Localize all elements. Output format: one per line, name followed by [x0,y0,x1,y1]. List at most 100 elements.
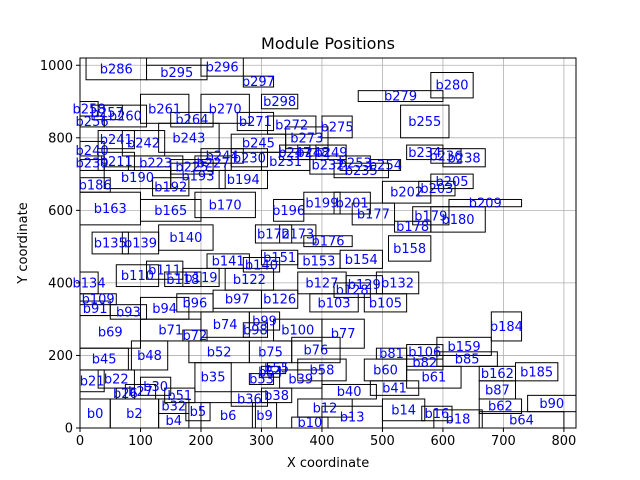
module-label-b51: b51 [167,389,192,404]
module-label-b62: b62 [488,400,513,415]
module-label-b4: b4 [165,414,182,429]
module-label-b82: b82 [412,356,437,371]
module-label-b296: b296 [206,61,239,76]
y-axis-ticks: 0 200 400 600 800 1000 [40,59,80,437]
x-axis-ticks: 0 100 200 300 400 500 600 700 800 [76,428,576,449]
module-label-b256: b256 [76,115,109,130]
module-label-b13: b13 [340,411,365,426]
module-label-b106: b106 [408,345,441,360]
module-label-b205: b205 [435,175,468,190]
module-box-b249 [315,144,347,161]
module-box-b242 [121,130,166,157]
module-label-b140: b140 [245,258,278,273]
module-label-b280: b280 [435,79,468,94]
module-label-b118: b118 [166,273,199,288]
module-box-b297 [242,75,275,88]
module-label-b154: b154 [345,253,378,268]
x-tick-label: 700 [491,434,516,449]
module-box-b32 [158,398,190,414]
module-label-b223: b223 [139,157,172,172]
module-label-b271: b271 [239,115,272,130]
module-label-b184: b184 [490,320,523,335]
module-label-b273: b273 [290,131,323,146]
module-box-b61 [406,365,462,389]
module-label-b75: b75 [258,345,283,360]
module-label-b203: b203 [420,182,453,197]
module-label-b186: b186 [79,178,112,193]
module-label-b38: b38 [264,389,289,404]
module-label-b257: b257 [91,106,124,121]
module-box-b275 [321,115,353,139]
module-label-b109: b109 [82,293,115,308]
module-box-b270 [200,93,250,124]
module-label-b71: b71 [158,324,183,339]
module-label-b93: b93 [116,305,141,320]
module-box-b14 [381,398,426,422]
module-label-b32: b32 [161,400,186,415]
module-label-b122: b122 [233,273,266,288]
module-label-b105: b105 [369,296,402,311]
module-box-b159 [436,336,492,356]
module-box-b279 [357,90,444,103]
module-label-b87: b87 [485,383,510,398]
module-label-b295: b295 [160,66,193,81]
module-box-b106 [406,344,444,360]
module-label-b243: b243 [172,131,205,146]
module-box-b248 [297,144,329,161]
x-tick-label: 800 [551,434,576,449]
module-label-b253: b253 [339,157,372,172]
module-box-b193 [170,162,226,190]
module-label-b91: b91 [83,302,108,317]
module-label-b60: b60 [373,363,398,378]
module-label-b69: b69 [98,325,123,340]
module-label-b286: b286 [100,62,133,77]
module-label-b258: b258 [73,102,106,117]
module-label-b177: b177 [357,207,390,222]
module-box-b271 [236,111,275,132]
module-box-b170 [194,191,256,219]
module-label-b234: b234 [408,146,441,161]
module-label-b35: b35 [201,371,226,386]
y-axis-label: Y coordinate [16,202,31,284]
chart-title: Module Positions [261,34,395,53]
module-label-b98: b98 [243,324,268,339]
module-box-b141 [206,253,250,269]
module-label-b270: b270 [209,102,242,117]
module-label-b58: b58 [310,363,335,378]
module-box-b260 [103,104,148,128]
module-label-b52: b52 [207,345,232,360]
module-label-b261: b261 [148,102,181,117]
module-label-b298: b298 [263,95,296,110]
module-box-b295 [146,64,208,81]
module-box-b51 [164,387,196,404]
module-box-b254 [369,159,402,171]
module-label-b227: b227 [197,157,230,172]
module-label-b103: b103 [318,296,351,311]
module-box-b244 [200,148,244,164]
module-box-b202 [381,180,432,204]
module-box-b54 [260,365,281,378]
module-label-b99: b99 [252,314,277,329]
module-label-b72: b72 [183,329,208,344]
module-label-b264: b264 [175,113,208,128]
x-tick-label: 400 [310,434,335,449]
module-label-b16: b16 [424,407,449,422]
module-box-b5 [185,402,211,422]
module-label-b170: b170 [209,198,242,213]
module-box-b241 [97,130,135,150]
module-label-b255: b255 [408,115,441,130]
module-label-b190: b190 [121,171,154,186]
module-label-b240: b240 [76,144,109,159]
module-label-b22: b22 [104,373,129,388]
module-label-b110: b110 [121,269,154,284]
module-label-b180: b180 [442,213,475,228]
module-label-b193: b193 [181,169,214,184]
module-label-b275: b275 [321,120,354,135]
module-box-b225 [170,159,214,175]
module-label-b30: b30 [143,380,168,395]
module-label-b158: b158 [393,242,426,257]
module-box-b36 [230,391,269,407]
module-label-b26: b26 [113,387,138,402]
module-label-b129: b129 [348,278,381,293]
